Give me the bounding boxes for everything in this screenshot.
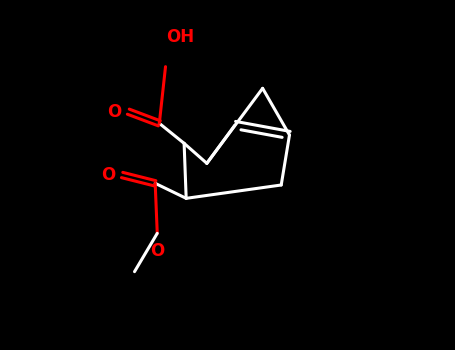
Text: O: O: [107, 103, 121, 121]
Text: O: O: [150, 243, 164, 260]
Text: OH: OH: [166, 28, 194, 46]
Text: O: O: [101, 166, 115, 184]
